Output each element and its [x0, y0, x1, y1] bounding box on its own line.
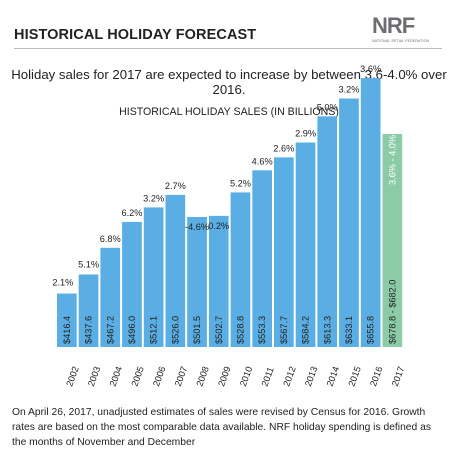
growth-label-2005: 6.2% — [121, 208, 142, 218]
growth-label-2007: 2.7% — [165, 181, 186, 191]
growth-label-2008: -4.6% — [185, 222, 209, 232]
value-label-2008: $501.5 — [192, 316, 202, 344]
bar-2009 — [208, 215, 229, 347]
growth-label-2011: 4.6% — [252, 156, 273, 166]
value-label-2006: $512.1 — [149, 316, 159, 344]
footnote: On April 26, 2017, unadjusted estimates … — [12, 407, 431, 448]
bar-2017 — [382, 134, 403, 347]
x-tick-label-2006: 2006 — [151, 365, 167, 388]
growth-label-2015: 3.2% — [338, 85, 359, 95]
logo-text: NRF — [372, 13, 415, 38]
value-label-2015: $633.1 — [344, 316, 354, 344]
value-label-2010: $528.8 — [235, 316, 245, 344]
growth-label-2004: 6.8% — [100, 234, 121, 244]
value-label-2012: $567.7 — [279, 316, 289, 344]
value-label-2011: $553.3 — [257, 316, 267, 344]
growth-label-2013: 2.9% — [295, 129, 316, 139]
x-tick-label-2007: 2007 — [173, 365, 189, 388]
bar-2003 — [78, 274, 99, 347]
logo-subtext: NATIONAL RETAIL FEDERATION — [372, 39, 430, 43]
subtitle: Holiday sales for 2017 are expected to i… — [11, 67, 447, 97]
x-tick-label-2011: 2011 — [260, 366, 276, 388]
value-label-2007: $526.0 — [170, 316, 180, 344]
x-tick-label-2009: 2009 — [216, 365, 232, 388]
growth-label-2017: 3.6% - 4.0% — [387, 135, 397, 185]
growth-label-2009: 0.2% — [208, 221, 229, 231]
bar-2005 — [122, 221, 142, 347]
bar-2014 — [317, 116, 338, 347]
chart-title: HISTORICAL HOLIDAY SALES (IN BILLIONS) — [119, 106, 339, 118]
x-tick-label-2010: 2010 — [238, 365, 254, 388]
bar-2002 — [57, 293, 77, 347]
value-label-2017: $678.8 - $682.0 — [387, 280, 397, 344]
value-label-2016: $655.8 — [366, 316, 376, 344]
value-label-2004: $467.2 — [105, 316, 115, 344]
growth-label-2014: 5.0% — [317, 102, 338, 112]
x-tick-label-2014: 2014 — [325, 365, 341, 388]
x-tick-label-2017: 2017 — [390, 365, 406, 388]
growth-label-2016: 3.6% — [360, 64, 381, 74]
growth-label-2006: 3.2% — [143, 193, 164, 203]
value-label-2013: $584.2 — [301, 316, 311, 344]
bar-2010 — [230, 192, 251, 347]
page-title: HISTORICAL HOLIDAY FORECAST — [14, 27, 257, 43]
bar-2006 — [143, 207, 164, 347]
bar-2008 — [187, 216, 207, 347]
x-tick-label-2003: 2003 — [86, 365, 102, 388]
value-label-2009: $502.7 — [214, 316, 224, 344]
bar-2007 — [165, 194, 186, 347]
x-tick-label-2015: 2015 — [346, 365, 362, 388]
growth-label-2003: 5.1% — [78, 259, 99, 269]
bar-2004 — [100, 247, 121, 347]
x-tick-label-2016: 2016 — [368, 365, 384, 388]
bar-2012 — [274, 157, 294, 347]
x-tick-label-2002: 2002 — [64, 365, 80, 388]
value-label-2014: $613.3 — [322, 316, 332, 344]
bar-chart: $416.4 2.1% 2002 $437.6 5.1% 2003 $467.2 6.8% 20… — [52, 64, 406, 388]
value-label-2003: $437.6 — [84, 316, 94, 344]
header-divider — [14, 48, 442, 49]
x-tick-label-2012: 2012 — [281, 365, 297, 388]
x-tick-label-2004: 2004 — [108, 365, 124, 388]
bar-2013 — [295, 142, 316, 347]
nrf-logo: NRF NATIONAL RETAIL FEDERATION — [372, 15, 432, 47]
value-label-2002: $416.4 — [62, 316, 72, 344]
x-tick-label-2008: 2008 — [195, 365, 211, 388]
bar-2015 — [339, 98, 359, 347]
bar-2016 — [360, 78, 381, 347]
growth-label-2010: 5.2% — [230, 178, 251, 188]
x-tick-label-2013: 2013 — [303, 365, 319, 388]
growth-label-2012: 2.6% — [273, 143, 294, 153]
value-label-2005: $496.0 — [127, 316, 137, 344]
x-tick-label-2005: 2005 — [129, 365, 145, 388]
bar-2011 — [252, 170, 272, 347]
growth-label-2002: 2.1% — [52, 278, 73, 288]
